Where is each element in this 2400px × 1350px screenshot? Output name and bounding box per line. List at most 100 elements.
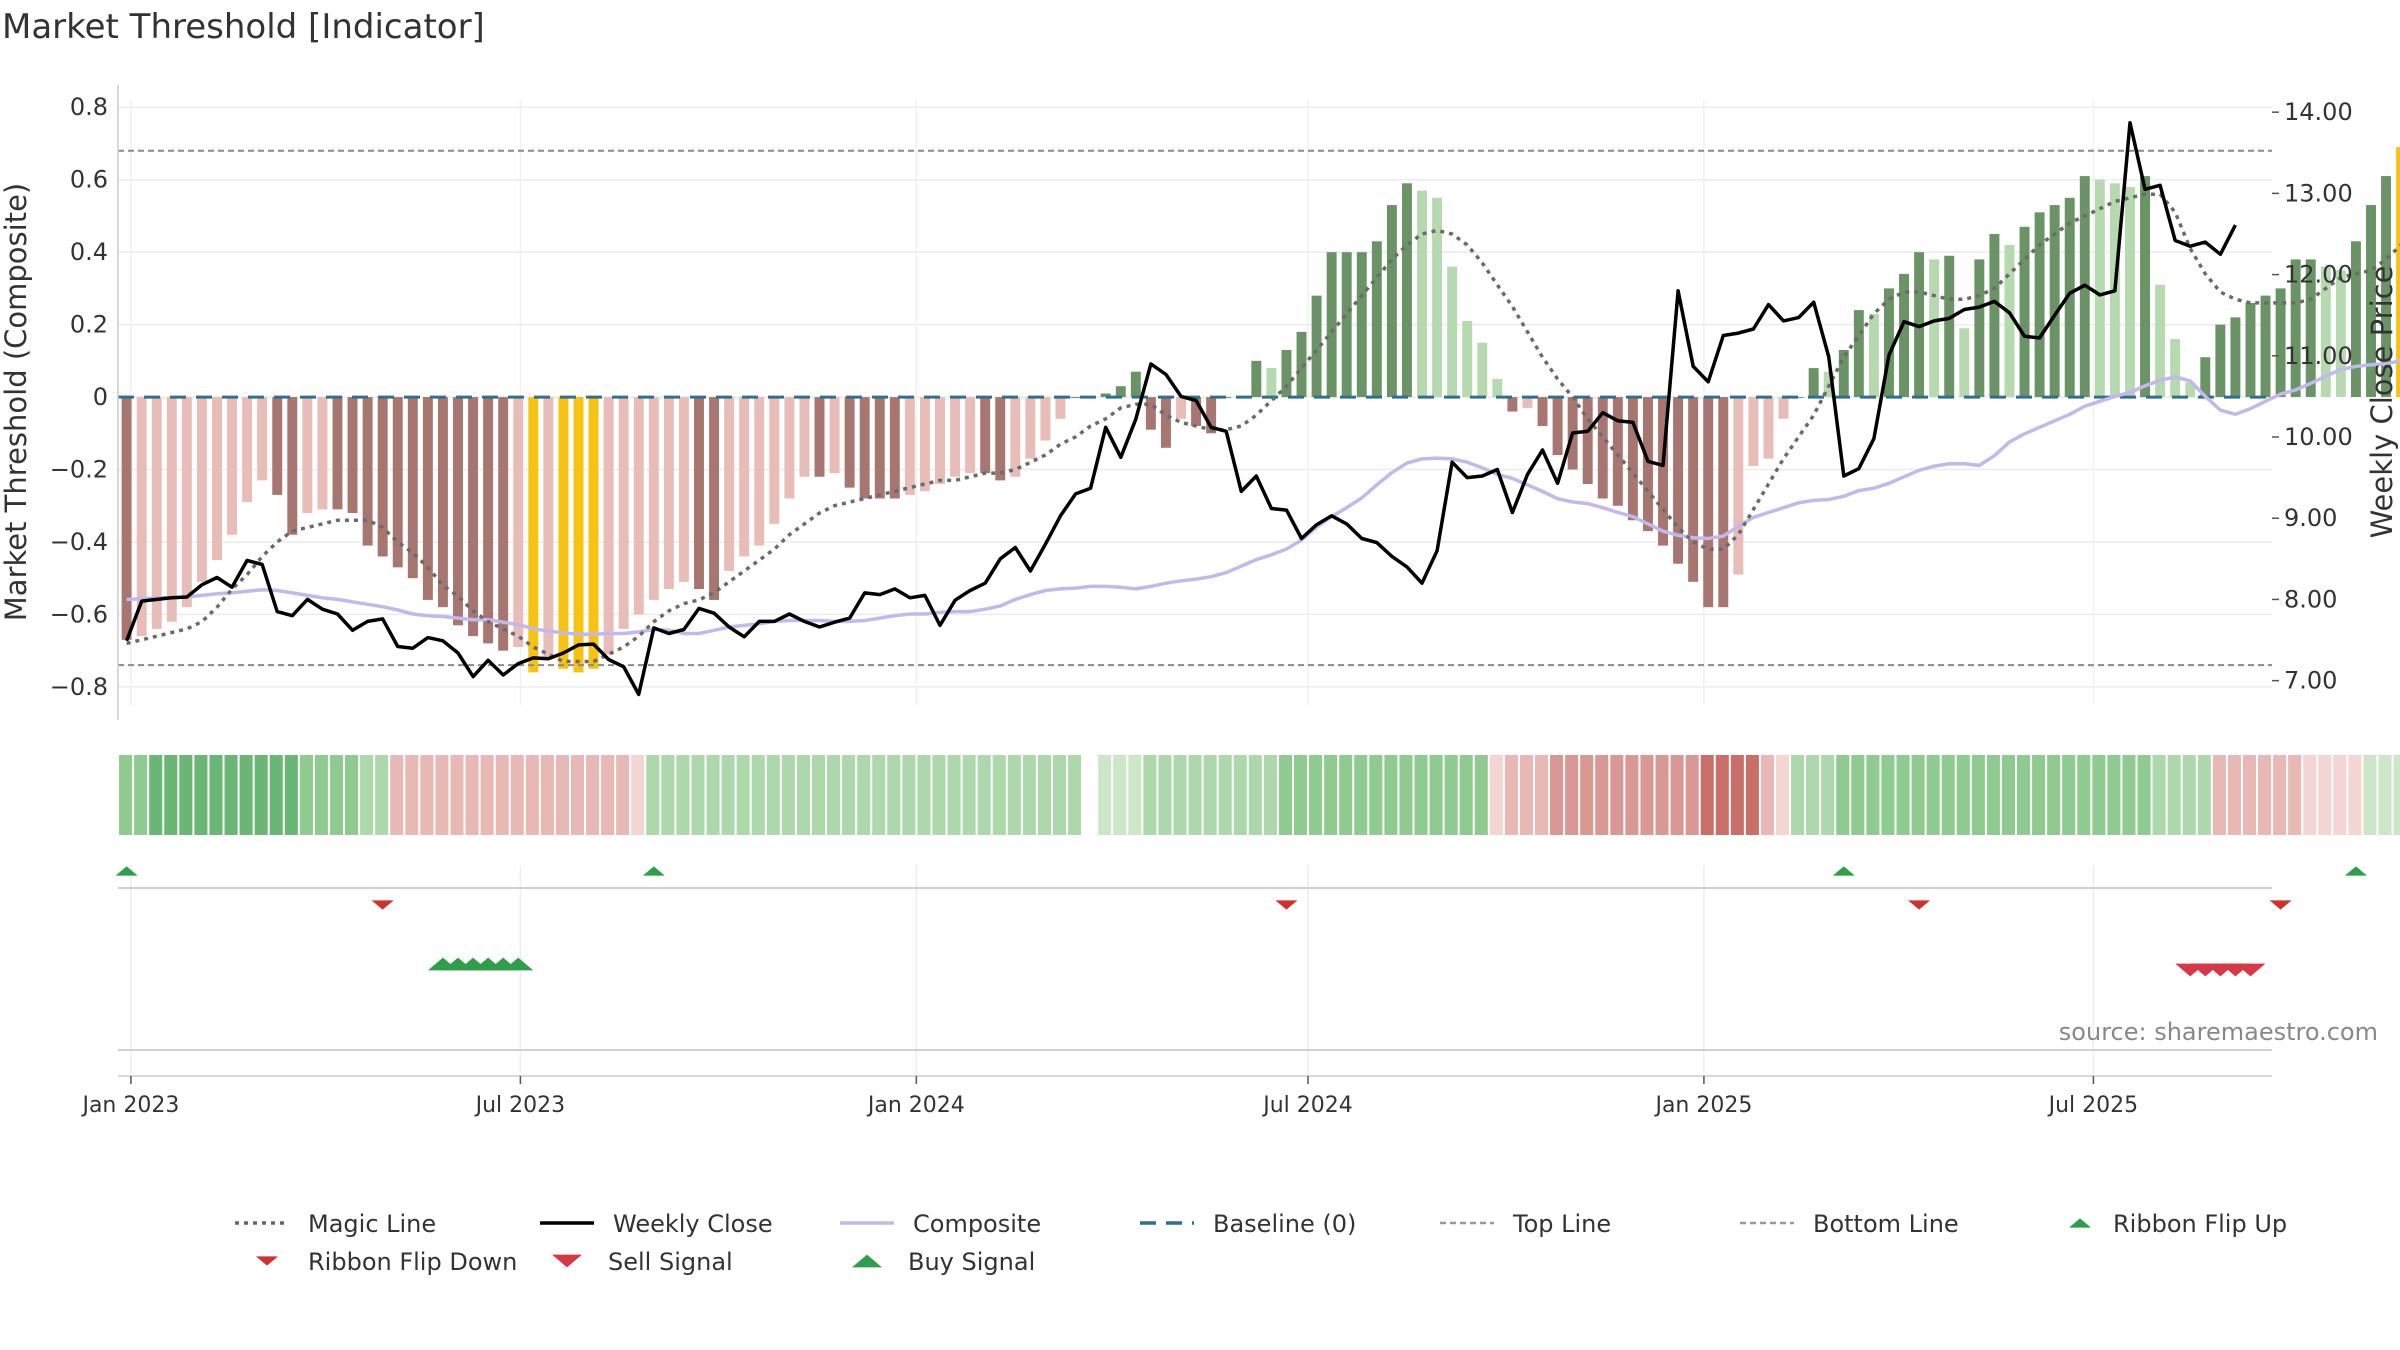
composite-bar xyxy=(1642,397,1653,532)
ribbon-cell xyxy=(887,755,901,835)
legend-label: Buy Signal xyxy=(908,1248,1035,1276)
composite-bar xyxy=(1477,342,1488,398)
magic-line xyxy=(126,192,2400,664)
ribbon-cell xyxy=(1504,755,1518,835)
composite-bar xyxy=(648,397,659,600)
ribbon-cell xyxy=(811,755,826,835)
composite-line xyxy=(126,359,2400,637)
legend-label: Ribbon Flip Down xyxy=(308,1248,517,1276)
ribbon-cell xyxy=(555,755,569,835)
ribbon-cell xyxy=(1610,755,1624,835)
composite-bar xyxy=(1808,368,1819,398)
y-left-tick-label: −0.8 xyxy=(50,673,108,701)
ribbon-cell xyxy=(1369,755,1383,835)
composite-bar xyxy=(950,397,961,477)
ribbon-cell xyxy=(1896,755,1910,835)
ribbon-cell xyxy=(1158,755,1172,835)
ribbon-cell xyxy=(977,755,991,835)
ribbon-cell xyxy=(239,755,253,835)
composite-bar xyxy=(1055,397,1066,419)
y-left-tick-label: −0.4 xyxy=(50,528,108,556)
ribbon-cell xyxy=(1730,755,1744,835)
buy-signal-marker xyxy=(503,957,534,971)
ribbon-flip-up-marker xyxy=(1832,866,1855,876)
ribbon-cell xyxy=(1068,755,1082,835)
legend: Magic Line Weekly Close Composite Baseline … xyxy=(235,1210,2287,1276)
y-left-tick-label: 0.6 xyxy=(70,166,108,194)
ribbon-cell xyxy=(1022,755,1036,835)
composite-bar xyxy=(1070,397,1081,399)
ribbon-cell xyxy=(691,755,705,835)
composite-bar xyxy=(1838,349,1849,398)
ribbon-cell xyxy=(450,755,464,835)
ribbon-flip-down-marker xyxy=(2269,900,2292,910)
composite-bar xyxy=(2185,382,2196,398)
ribbon-cell xyxy=(1429,755,1443,835)
composite-bar xyxy=(468,397,479,637)
y-right-tick-label: 10.00 xyxy=(2284,423,2353,451)
x-tick-label: Jul 2024 xyxy=(1261,1093,1353,1118)
composite-bar xyxy=(618,397,629,629)
composite-bar xyxy=(1899,273,1910,398)
composite-bar xyxy=(2396,147,2400,398)
composite-bar xyxy=(2305,259,2316,398)
ribbon-cell xyxy=(872,755,886,835)
x-tick-label: Jan 2023 xyxy=(80,1093,179,1118)
composite-bar xyxy=(1341,252,1352,398)
composite-bar xyxy=(543,397,554,658)
ribbon-cell xyxy=(1926,755,1940,835)
composite-bar xyxy=(2260,295,2271,398)
ribbon-cell xyxy=(2258,755,2272,835)
composite-bar xyxy=(1326,252,1337,398)
x-tick-label: Jan 2024 xyxy=(866,1093,965,1118)
ribbon-cell xyxy=(1941,755,1955,835)
composite-bar xyxy=(392,397,403,568)
ribbon-cell xyxy=(164,755,178,835)
composite-bar xyxy=(2125,186,2135,398)
composite-bar xyxy=(1688,397,1699,582)
ribbon-cell xyxy=(495,755,509,835)
ribbon-cell xyxy=(420,755,434,835)
ribbon-cell xyxy=(1309,755,1323,835)
ribbon-cell xyxy=(284,755,298,835)
ribbon-cell xyxy=(1519,755,1533,835)
ribbon-cell xyxy=(631,755,645,835)
ribbon-cell xyxy=(1037,755,1051,835)
composite-bar xyxy=(1130,371,1141,398)
ribbon-cell xyxy=(1203,755,1217,835)
ribbon-cell xyxy=(1595,755,1609,835)
ribbon-cell xyxy=(1007,755,1021,835)
ribbon-cell xyxy=(2182,755,2196,835)
legend-marker xyxy=(2069,1218,2091,1228)
ribbon-cell xyxy=(706,755,720,835)
composite-bar xyxy=(2200,357,2211,398)
composite-bar xyxy=(874,397,885,499)
ribbon-cell xyxy=(2227,755,2241,835)
ribbon-cell xyxy=(2167,755,2181,835)
ribbon-cell xyxy=(947,755,961,835)
composite-bar xyxy=(919,397,930,492)
ribbon-cell xyxy=(119,755,133,835)
legend-label: Composite xyxy=(913,1210,1041,1238)
weekly-close-line xyxy=(124,120,2237,697)
ribbon-cell xyxy=(1444,755,1458,835)
lines-layer xyxy=(118,120,2400,697)
ribbon-cell xyxy=(827,755,841,835)
composite-bar xyxy=(1100,393,1111,398)
composite-bar xyxy=(1763,397,1774,459)
ribbon-cell xyxy=(1399,755,1413,835)
composite-bar xyxy=(1718,397,1729,608)
ribbon-cell xyxy=(2318,755,2332,835)
composite-bar xyxy=(889,397,900,499)
y-left-tick-label: 0 xyxy=(93,383,108,411)
composite-bar xyxy=(1010,397,1021,477)
ribbon-cell xyxy=(480,755,494,835)
legend-item: Buy Signal xyxy=(852,1248,1035,1276)
ribbon-cell xyxy=(1218,755,1232,835)
ribbon-cell xyxy=(1248,755,1262,835)
composite-bar xyxy=(1281,349,1292,398)
ribbon-cell xyxy=(465,755,479,835)
ribbon-cell xyxy=(2197,755,2211,835)
ribbon-cell xyxy=(1534,755,1549,835)
ribbon-cell xyxy=(1278,755,1292,835)
